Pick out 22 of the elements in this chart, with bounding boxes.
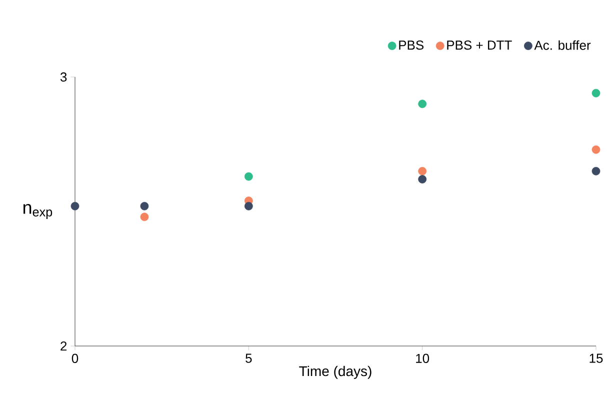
y-axis-title: n$_{exp}$ bbox=[23, 204, 52, 219]
point bbox=[244, 172, 253, 181]
y-tick-label: 2 bbox=[60, 341, 67, 351]
point bbox=[70, 202, 80, 210]
point bbox=[418, 166, 427, 176]
legend-label: PBS + DTT bbox=[447, 40, 512, 50]
point bbox=[592, 166, 600, 176]
x-axis-title: Time (days) bbox=[299, 366, 372, 379]
x-tick-label: 15 bbox=[590, 354, 603, 363]
point bbox=[418, 175, 427, 184]
point bbox=[140, 212, 149, 222]
point bbox=[592, 145, 600, 154]
y-tick-label: 3 bbox=[60, 72, 67, 82]
point bbox=[418, 100, 427, 108]
legend-label: PBS bbox=[399, 40, 424, 50]
point bbox=[592, 88, 600, 98]
x-tick-label: 0 bbox=[72, 354, 78, 364]
legend-label: Ac. buffer bbox=[534, 40, 591, 50]
x-tick-label: 10 bbox=[416, 354, 430, 364]
point bbox=[140, 202, 149, 210]
x-tick-label: 5 bbox=[246, 354, 252, 363]
point bbox=[244, 202, 253, 210]
